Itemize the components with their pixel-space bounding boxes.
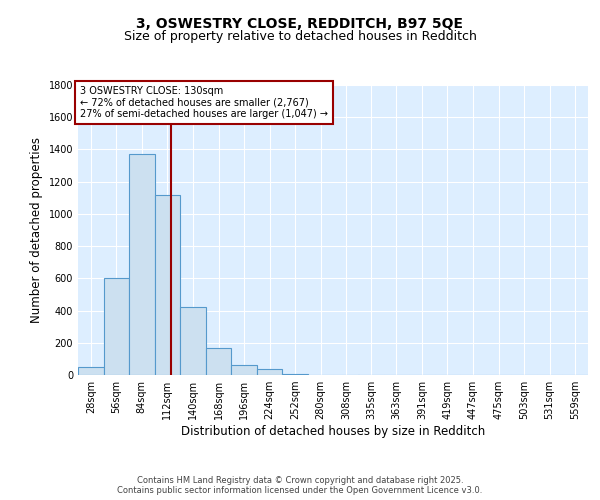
Text: 3, OSWESTRY CLOSE, REDDITCH, B97 5QE: 3, OSWESTRY CLOSE, REDDITCH, B97 5QE	[137, 18, 464, 32]
Bar	[129, 154, 155, 375]
Bar	[155, 194, 180, 375]
Bar	[257, 370, 283, 375]
Text: 3 OSWESTRY CLOSE: 130sqm
← 72% of detached houses are smaller (2,767)
27% of sem: 3 OSWESTRY CLOSE: 130sqm ← 72% of detach…	[80, 86, 328, 119]
Text: Size of property relative to detached houses in Redditch: Size of property relative to detached ho…	[124, 30, 476, 43]
Bar	[231, 364, 257, 375]
Bar	[104, 278, 129, 375]
Bar	[78, 367, 104, 375]
X-axis label: Distribution of detached houses by size in Redditch: Distribution of detached houses by size …	[181, 425, 485, 438]
Bar	[283, 374, 308, 375]
Bar	[180, 306, 206, 375]
Bar	[206, 348, 231, 375]
Y-axis label: Number of detached properties: Number of detached properties	[30, 137, 43, 323]
Text: Contains HM Land Registry data © Crown copyright and database right 2025.
Contai: Contains HM Land Registry data © Crown c…	[118, 476, 482, 495]
